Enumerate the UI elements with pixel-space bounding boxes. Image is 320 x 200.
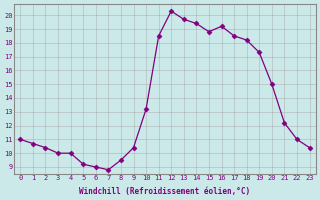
X-axis label: Windchill (Refroidissement éolien,°C): Windchill (Refroidissement éolien,°C) — [79, 187, 251, 196]
